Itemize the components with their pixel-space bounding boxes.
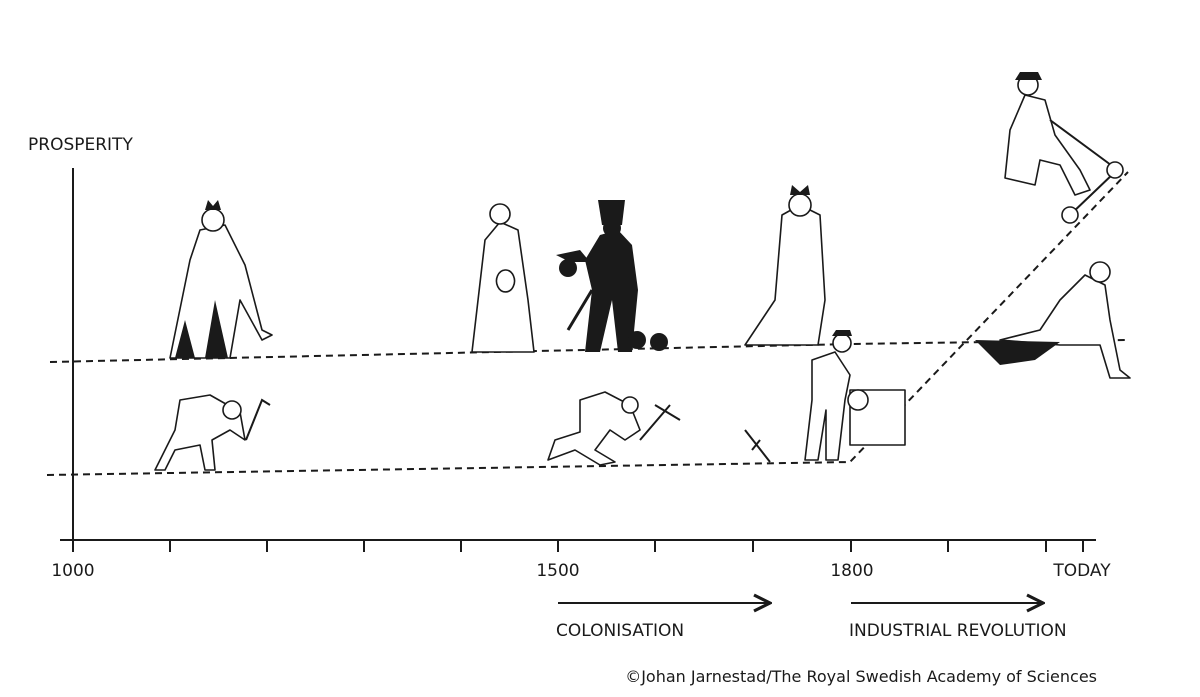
period-label: COLONISATION (556, 621, 684, 641)
fallen-noble-figure (975, 261, 1131, 379)
x-label: 1000 (51, 561, 94, 581)
miner-figure (547, 391, 681, 466)
x-label: 1500 (536, 561, 579, 581)
y-axis-label: PROSPERITY (28, 135, 133, 155)
peasant-figure (154, 394, 271, 471)
pope-figure (471, 203, 535, 353)
lower-class-line (46, 171, 1129, 476)
worker-figure (804, 330, 906, 461)
colonist-figure (556, 200, 668, 352)
king-figure (169, 200, 273, 359)
pickaxe (744, 429, 771, 463)
x-label: 1800 (830, 561, 873, 581)
ticks (72, 540, 1084, 552)
scooter-figure (1004, 72, 1124, 224)
x-label: TODAY (1052, 561, 1111, 581)
period-label: INDUSTRIAL REVOLUTION (849, 621, 1067, 641)
credit: ©Johan Jarnestad/The Royal Swedish Acade… (625, 667, 1097, 686)
monarch-figure (744, 185, 826, 346)
